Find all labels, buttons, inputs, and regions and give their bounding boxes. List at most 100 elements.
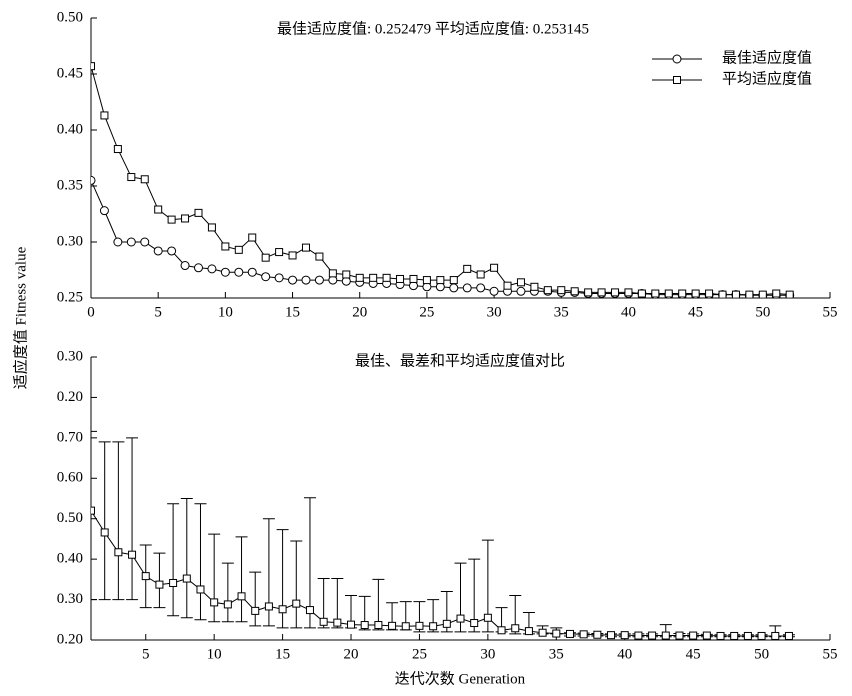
error-bar (194, 503, 207, 621)
marker (91, 175, 96, 185)
y-tick-label: 0.30 (57, 233, 83, 249)
marker (141, 572, 150, 581)
y-tick-label: 0.45 (57, 65, 83, 81)
marker (483, 613, 492, 622)
marker (675, 631, 684, 640)
y-tick-label: 0.50 (57, 510, 83, 526)
marker (593, 630, 602, 639)
error-bar (249, 571, 262, 627)
plot-area (91, 62, 795, 298)
marker (315, 252, 324, 261)
marker (611, 288, 620, 297)
legend-label: 平均适应度值 (722, 69, 812, 87)
marker (167, 246, 177, 256)
marker (772, 289, 781, 298)
marker (221, 242, 230, 251)
marker (114, 548, 123, 557)
marker (702, 631, 711, 640)
y-tick-label: 0.70 (57, 429, 83, 445)
marker (261, 272, 271, 282)
marker (278, 605, 287, 614)
plot-area (91, 430, 795, 640)
x-axis-label: 迭代次数 Generation (395, 670, 526, 687)
marker (784, 631, 793, 640)
marker (607, 631, 616, 640)
marker (570, 287, 579, 296)
y-axis-label: 适应度值 Fitness value (11, 246, 29, 389)
marker (462, 283, 472, 293)
marker (140, 175, 149, 184)
marker (182, 574, 191, 583)
marker (718, 290, 727, 298)
marker (388, 621, 397, 630)
marker (436, 276, 445, 285)
marker (757, 631, 766, 640)
marker (524, 627, 533, 636)
marker (743, 631, 752, 640)
chart-title: 最佳、最差和平均适应度值对比 (355, 351, 565, 369)
marker (193, 263, 203, 273)
marker (128, 550, 137, 559)
marker (565, 629, 574, 638)
marker (100, 528, 109, 537)
marker (153, 246, 163, 256)
x-tick-label: 20 (352, 304, 367, 320)
marker (234, 267, 244, 277)
marker (99, 206, 109, 216)
marker (288, 275, 298, 285)
x-tick-label: 50 (754, 646, 769, 662)
x-tick-label: 45 (688, 304, 703, 320)
marker (382, 273, 391, 282)
error-bar (208, 533, 221, 623)
marker (678, 289, 687, 298)
marker (584, 288, 593, 297)
error-bar (180, 498, 193, 619)
x-tick-label: 5 (142, 646, 150, 662)
marker (516, 286, 526, 296)
marker (716, 631, 725, 640)
y-tick-label: 0.50 (57, 9, 83, 25)
marker (314, 275, 324, 285)
marker (301, 243, 310, 252)
marker (730, 631, 739, 640)
error-bar (91, 430, 97, 601)
marker (557, 286, 566, 295)
marker (691, 289, 700, 298)
error-bar (167, 503, 180, 617)
marker (127, 173, 136, 182)
marker (194, 208, 203, 217)
marker (328, 269, 337, 278)
error-bar (98, 441, 111, 601)
marker (543, 286, 552, 295)
marker (234, 245, 243, 254)
marker (689, 631, 698, 640)
marker (301, 275, 311, 285)
x-tick-label: 15 (275, 646, 290, 662)
marker (237, 592, 246, 601)
marker (100, 111, 109, 120)
marker (247, 267, 257, 277)
marker (705, 289, 714, 298)
error-bar (112, 441, 125, 601)
marker (489, 286, 499, 296)
marker (251, 606, 260, 615)
marker (126, 237, 136, 247)
x-tick-label: 30 (487, 304, 502, 320)
x-tick-label: 40 (621, 304, 636, 320)
x-tick-label: 35 (554, 304, 569, 320)
marker (664, 289, 673, 298)
y-tick-label: 0.30 (57, 591, 83, 607)
marker (449, 283, 459, 293)
y-tick-label: 0.20 (57, 631, 83, 647)
y-tick-label: 0.35 (57, 177, 83, 193)
x-tick-label: 50 (755, 304, 770, 320)
x-tick-label: 55 (823, 646, 838, 662)
marker (181, 214, 190, 223)
marker (511, 624, 520, 633)
error-bar (126, 437, 139, 601)
marker (223, 600, 232, 609)
marker (648, 631, 657, 640)
marker (264, 602, 273, 611)
marker (530, 282, 539, 291)
